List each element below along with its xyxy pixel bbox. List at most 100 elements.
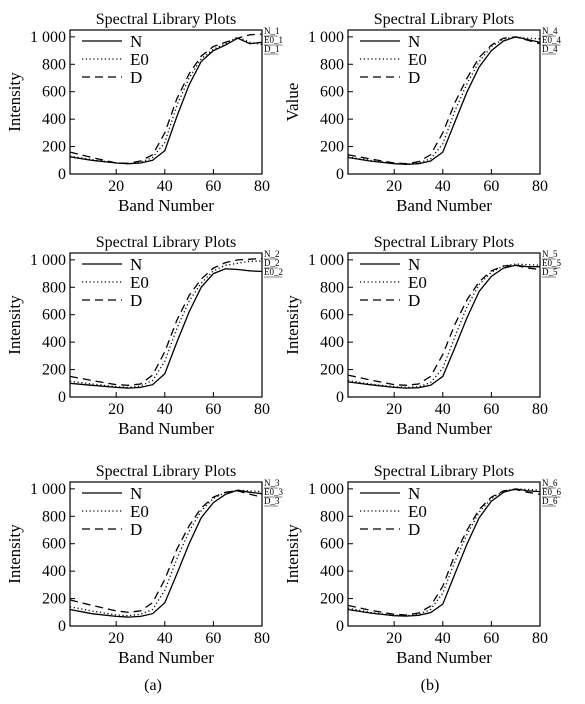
y-tick-label: 1 000	[30, 29, 66, 46]
x-tick-label: 20	[108, 178, 124, 195]
y-tick-label: 200	[42, 362, 66, 379]
series-line-d	[69, 490, 263, 613]
end-label: E0_6	[542, 487, 561, 497]
x-axis-label: Band Number	[118, 196, 214, 215]
y-tick-label: 400	[42, 334, 66, 351]
y-tick-label: 400	[42, 111, 66, 128]
series-line-n	[347, 488, 541, 617]
x-tick-label: 80	[532, 178, 548, 195]
y-tick-label: 1 000	[308, 481, 344, 498]
x-axis-label: Band Number	[118, 419, 214, 438]
end-label: N_2	[264, 249, 280, 259]
y-tick-label: 600	[42, 307, 66, 324]
x-tick-label: 60	[205, 401, 221, 418]
y-tick-label: 600	[320, 307, 344, 324]
series-line-e0	[69, 260, 262, 389]
series-line-d	[347, 488, 541, 616]
x-tick-label: 80	[254, 401, 270, 418]
y-tick-label: 800	[42, 508, 66, 525]
x-tick-label: 80	[254, 178, 270, 195]
y-tick-label: 800	[320, 508, 344, 525]
y-tick-label: 600	[42, 536, 66, 553]
caption-a: (a)	[144, 677, 162, 694]
x-tick-label: 60	[483, 178, 499, 195]
x-tick-label: 20	[386, 178, 402, 195]
plot-frame	[69, 252, 263, 398]
series-line-e0	[69, 489, 263, 617]
x-tick-label: 20	[108, 401, 124, 418]
end-label: D_1	[264, 44, 280, 54]
y-tick-label: 600	[320, 536, 344, 553]
y-axis-label: Intensity	[283, 524, 302, 584]
x-tick-label: 20	[386, 630, 402, 647]
end-label: E0_4	[542, 35, 561, 45]
x-axis-label: Band Number	[396, 648, 492, 667]
legend-label-d: D	[408, 291, 420, 310]
y-tick-label: 1 000	[30, 481, 66, 498]
x-tick-label: 20	[108, 630, 124, 647]
legend-label-e0: E0	[408, 50, 427, 69]
plot-frame	[69, 481, 263, 627]
y-axis-label: Intensity	[5, 295, 24, 355]
chart-title: Spectral Library Plots	[374, 463, 514, 480]
y-axis-label: Value	[283, 83, 302, 122]
legend-label-d: D	[408, 520, 420, 539]
series-line-n	[69, 489, 263, 618]
x-tick-label: 80	[254, 630, 270, 647]
x-tick-label: 60	[205, 630, 221, 647]
legend-label-d: D	[130, 68, 142, 87]
x-tick-label: 40	[157, 178, 173, 195]
y-tick-label: 1 000	[308, 252, 344, 269]
series-line-e0	[347, 488, 541, 617]
series-line-n	[347, 36, 541, 166]
x-tick-label: 60	[483, 630, 499, 647]
y-tick-label: 400	[320, 563, 344, 580]
plot-frame	[347, 252, 541, 398]
end-label: D_6	[542, 496, 558, 506]
end-label: E0_3	[264, 487, 283, 497]
y-tick-label: 800	[320, 56, 344, 73]
y-tick-label: 200	[42, 591, 66, 608]
chart-title: Spectral Library Plots	[96, 234, 236, 251]
series-line-d	[347, 36, 541, 165]
y-tick-label: 400	[320, 334, 344, 351]
legend-label-e0: E0	[408, 273, 427, 292]
y-axis-label: Intensity	[5, 72, 24, 132]
y-tick-label: 200	[320, 139, 344, 156]
x-tick-label: 40	[435, 401, 451, 418]
series-line-e0	[347, 263, 541, 389]
y-tick-label: 200	[320, 591, 344, 608]
legend-label-n: N	[130, 484, 142, 503]
end-label: N_1	[264, 26, 280, 36]
end-label: N_3	[264, 478, 280, 488]
legend-label-n: N	[408, 32, 420, 51]
legend-label-n: N	[408, 255, 420, 274]
y-tick-label: 400	[42, 563, 66, 580]
plot-frame	[347, 481, 541, 627]
legend-label-n: N	[130, 255, 142, 274]
series-line-n	[69, 268, 263, 389]
y-tick-label: 0	[336, 618, 344, 635]
end-label: N_6	[542, 478, 558, 488]
chart-title: Spectral Library Plots	[96, 463, 236, 480]
y-tick-label: 1 000	[30, 252, 66, 269]
series-line-n	[69, 37, 263, 165]
y-tick-label: 0	[58, 618, 66, 635]
legend-label-e0: E0	[130, 273, 149, 292]
chart-title: Spectral Library Plots	[374, 11, 514, 28]
series-line-n	[347, 264, 540, 389]
y-tick-label: 800	[42, 56, 66, 73]
y-tick-label: 0	[58, 166, 66, 183]
chart-title: Spectral Library Plots	[374, 234, 514, 251]
end-label: N_5	[542, 249, 558, 259]
x-axis-label: Band Number	[396, 419, 492, 438]
series-line-d	[347, 264, 541, 386]
end-label: D_4	[542, 44, 558, 54]
legend-label-e0: E0	[408, 502, 427, 521]
y-tick-label: 800	[320, 279, 344, 296]
